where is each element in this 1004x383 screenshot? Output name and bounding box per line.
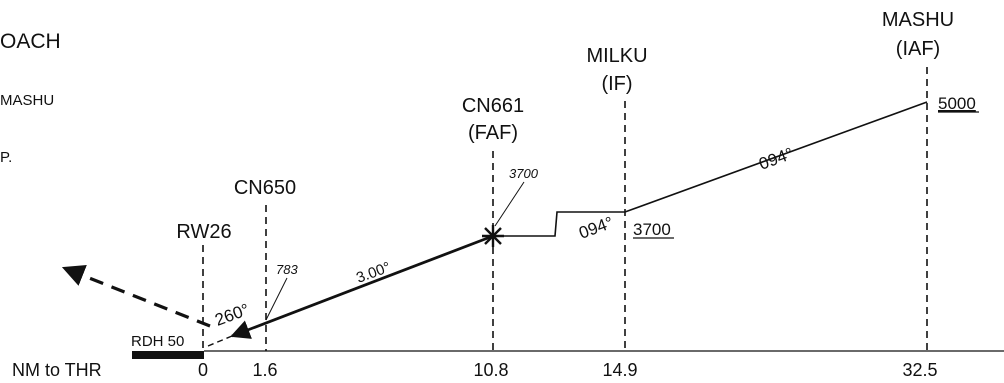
rw26-distance: 0 bbox=[198, 360, 208, 380]
cn661-distance: 10.8 bbox=[473, 360, 508, 380]
mashu-role-label: (IAF) bbox=[896, 38, 940, 60]
cn661-label: CN661 bbox=[462, 95, 524, 117]
glidepath-line bbox=[230, 234, 494, 339]
course-label-lower: 094° bbox=[576, 213, 616, 243]
missed-approach-descent bbox=[207, 335, 233, 347]
missed-approach-climb bbox=[61, 265, 211, 328]
header-line3-fragment: P. bbox=[0, 149, 12, 166]
rw26-label: RW26 bbox=[176, 221, 231, 243]
title-fragment: OACH bbox=[0, 30, 61, 53]
mashu-label: MASHU bbox=[882, 9, 954, 31]
cn661-role-label: (FAF) bbox=[468, 122, 518, 144]
axis-label: NM to THR bbox=[12, 360, 102, 380]
milku-role-label: (IF) bbox=[601, 73, 632, 95]
cn650-altitude: 783 bbox=[276, 262, 298, 277]
missed-approach-course-label: 260° bbox=[212, 300, 252, 330]
mashu-altitude: 5000 bbox=[938, 94, 976, 113]
milku-distance: 14.9 bbox=[602, 360, 637, 380]
faf-cross-icon bbox=[482, 225, 504, 247]
milku-altitude: 3700 bbox=[633, 220, 671, 239]
course-label-upper: 094° bbox=[756, 144, 796, 174]
cn650-label: CN650 bbox=[234, 177, 296, 199]
mashu-distance: 32.5 bbox=[902, 360, 937, 380]
cn650-altitude-leader bbox=[265, 277, 288, 321]
intermediate-segment bbox=[493, 101, 928, 237]
header-line2-fragment: MASHU bbox=[0, 92, 54, 109]
milku-label: MILKU bbox=[586, 45, 647, 67]
rdh-label: RDH 50 bbox=[131, 333, 184, 350]
cn661-altitude-leader bbox=[494, 181, 525, 227]
cn661-altitude: 3700 bbox=[509, 166, 539, 181]
cn650-distance: 1.6 bbox=[252, 360, 277, 380]
threshold-bar bbox=[132, 351, 204, 359]
